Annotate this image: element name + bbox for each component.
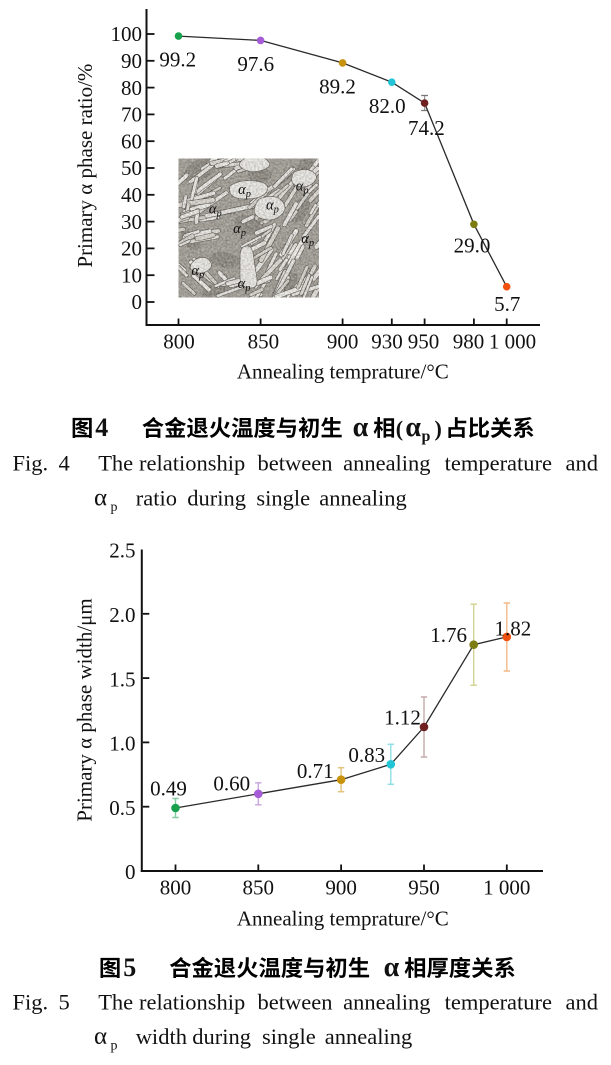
svg-text:single: single <box>256 486 310 511</box>
svg-text:): ) <box>435 416 442 441</box>
svg-text:annealing: annealing <box>325 1024 412 1049</box>
svg-text:1.0: 1.0 <box>109 732 135 756</box>
svg-text:The: The <box>98 989 133 1014</box>
svg-text:during: during <box>187 486 246 511</box>
svg-text:5.7: 5.7 <box>494 292 520 316</box>
svg-text:Fig.: Fig. <box>13 451 49 476</box>
svg-text:α: α <box>353 412 369 443</box>
svg-text:annealing: annealing <box>319 486 406 511</box>
svg-text:between: between <box>258 451 333 476</box>
svg-text:0.71: 0.71 <box>297 759 334 783</box>
svg-text:950: 950 <box>408 876 440 900</box>
svg-text:and: and <box>566 451 599 476</box>
svg-text:Annealing temprature/°C: Annealing temprature/°C <box>237 360 449 384</box>
svg-text:900: 900 <box>327 330 359 354</box>
svg-text:29.0: 29.0 <box>454 234 491 258</box>
svg-text:90: 90 <box>121 49 142 73</box>
svg-text:2.0: 2.0 <box>109 603 135 627</box>
svg-text:50: 50 <box>121 156 142 180</box>
svg-text:0.49: 0.49 <box>150 777 187 801</box>
svg-text:60: 60 <box>121 129 142 153</box>
svg-text:4: 4 <box>95 413 108 442</box>
svg-text:Primary α phase width/μm: Primary α phase width/μm <box>73 598 97 821</box>
svg-text:80: 80 <box>121 76 142 100</box>
svg-text:(: ( <box>396 416 403 441</box>
svg-text:Annealing temprature/°C: Annealing temprature/°C <box>237 907 449 931</box>
svg-text:0: 0 <box>125 860 136 884</box>
svg-text:and: and <box>566 989 599 1014</box>
svg-text:α: α <box>405 412 421 443</box>
svg-text:during: during <box>192 1024 251 1049</box>
svg-text:99.2: 99.2 <box>159 48 196 72</box>
svg-text:850: 850 <box>243 876 275 900</box>
svg-text:5: 5 <box>59 989 70 1014</box>
svg-text:980: 980 <box>453 330 485 354</box>
svg-text:1 000: 1 000 <box>489 330 536 354</box>
svg-text:Fig.: Fig. <box>13 989 49 1014</box>
svg-text:α: α <box>94 1023 107 1050</box>
svg-text:1.82: 1.82 <box>495 617 532 641</box>
svg-text:74.2: 74.2 <box>408 116 445 140</box>
svg-text:1.5: 1.5 <box>109 667 135 691</box>
svg-text:α: α <box>94 485 107 512</box>
svg-text:0.60: 0.60 <box>213 772 250 796</box>
svg-text:1.76: 1.76 <box>430 623 467 647</box>
svg-text:p: p <box>111 1039 118 1054</box>
svg-text:20: 20 <box>121 237 142 261</box>
svg-text:2.5: 2.5 <box>109 539 135 563</box>
svg-text:82.0: 82.0 <box>369 94 406 118</box>
svg-text:p: p <box>422 428 431 445</box>
svg-text:800: 800 <box>163 330 195 354</box>
svg-text:900: 900 <box>325 876 357 900</box>
svg-text:5: 5 <box>123 953 136 982</box>
svg-text:950: 950 <box>408 330 440 354</box>
svg-text:930: 930 <box>371 330 403 354</box>
svg-text:relationship: relationship <box>139 989 245 1014</box>
svg-text:ratio: ratio <box>136 486 177 511</box>
svg-text:1.12: 1.12 <box>384 706 421 730</box>
svg-text:70: 70 <box>121 103 142 127</box>
svg-text:1 000: 1 000 <box>483 876 530 900</box>
svg-text:97.6: 97.6 <box>237 52 274 76</box>
svg-text:width: width <box>136 1024 187 1049</box>
svg-text:α: α <box>384 952 400 983</box>
svg-text:relationship: relationship <box>139 451 245 476</box>
svg-text:0.83: 0.83 <box>348 743 385 767</box>
svg-text:800: 800 <box>160 876 192 900</box>
svg-text:10: 10 <box>121 263 142 287</box>
svg-text:between: between <box>258 989 333 1014</box>
svg-text:850: 850 <box>248 330 280 354</box>
svg-text:0: 0 <box>132 290 143 314</box>
svg-text:0.5: 0.5 <box>109 796 135 820</box>
svg-text:p: p <box>111 500 118 515</box>
svg-text:annealing: annealing <box>343 989 430 1014</box>
svg-text:Primary α phase ratio/%: Primary α phase ratio/% <box>73 64 97 268</box>
svg-text:30: 30 <box>121 210 142 234</box>
svg-text:89.2: 89.2 <box>319 75 356 99</box>
svg-text:single: single <box>262 1024 316 1049</box>
svg-text:100: 100 <box>111 22 143 46</box>
svg-text:temperature: temperature <box>445 989 552 1014</box>
svg-text:temperature: temperature <box>445 451 552 476</box>
svg-text:annealing: annealing <box>343 451 430 476</box>
svg-text:The: The <box>98 451 133 476</box>
svg-text:40: 40 <box>121 183 142 207</box>
svg-text:4: 4 <box>59 451 70 476</box>
